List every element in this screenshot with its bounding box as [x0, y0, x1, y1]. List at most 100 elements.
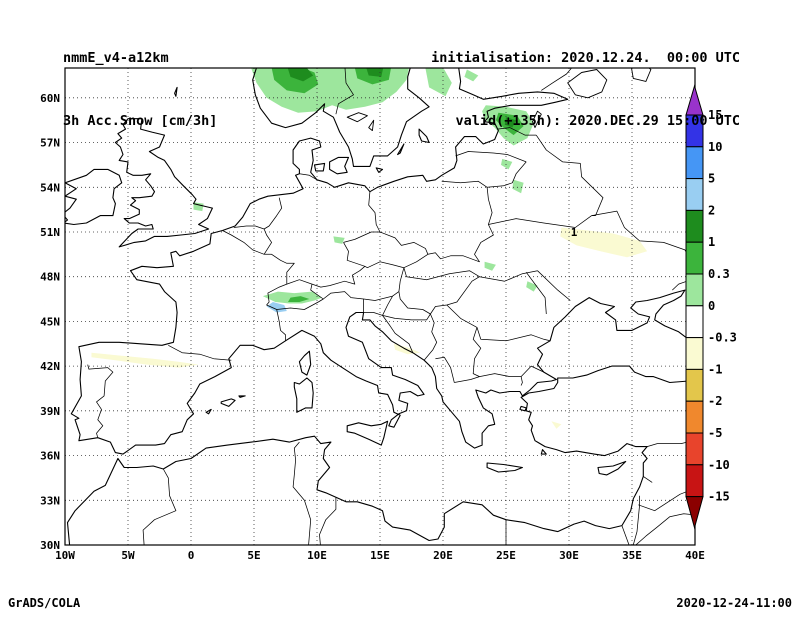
country-border — [343, 231, 429, 269]
y-axis-label: 60N — [40, 92, 60, 105]
colorbar: 15 10 5 2 1 0.3 0 -0.3 -1 -2 -5 -10 -15 — [685, 84, 737, 530]
lakes — [346, 68, 652, 132]
colorbar-arrow-bottom — [685, 496, 704, 530]
country-border — [382, 315, 414, 353]
country-border — [487, 161, 527, 188]
colorbar-label: 15 — [708, 108, 722, 122]
y-axis-label: 39N — [40, 405, 60, 418]
colorbar-label: 5 — [708, 172, 715, 186]
snow-shaded-patch — [266, 302, 287, 313]
coastline-cyprus — [597, 460, 627, 476]
coastline-menorca — [238, 395, 246, 398]
colorbar-label: -2 — [708, 394, 722, 408]
country-border — [497, 127, 537, 136]
grads-credit: GrADS/COLA — [8, 596, 81, 610]
country-border — [292, 441, 312, 545]
lake-onega — [631, 68, 652, 82]
country-border — [591, 210, 693, 291]
variable-title: 3h Acc.Snow [cm/3h] — [63, 113, 218, 129]
x-axis-label: 35E — [622, 549, 642, 562]
snow-shaded-patch — [501, 158, 513, 170]
snow-shaded-patch — [484, 261, 496, 271]
coastline-crete — [486, 462, 523, 473]
contour-label: 1 — [571, 226, 578, 239]
x-axis-label: 25E — [496, 549, 516, 562]
header-right: initialisation: 2020.12.24. 00:00 UTC va… — [431, 6, 740, 153]
lake-vanern — [346, 112, 368, 123]
coastline-oland — [397, 143, 405, 156]
colorbar-label: 0.3 — [708, 267, 730, 281]
colorbar-segment — [685, 241, 704, 275]
x-axis-label: 0 — [188, 549, 195, 562]
colorbar-segment — [685, 273, 704, 307]
colorbar-label: 2 — [708, 203, 715, 217]
country-border — [323, 291, 364, 313]
country-border — [541, 68, 573, 91]
colorbar-segment — [685, 464, 704, 498]
x-axis-label: 20E — [433, 549, 453, 562]
country-border — [311, 266, 366, 288]
coastline-zealand — [329, 156, 350, 175]
colorbar-label: -0.3 — [708, 331, 737, 345]
y-axis-label: 45N — [40, 315, 60, 328]
coastline-rhodes — [540, 449, 547, 455]
snow-shaded-patch — [551, 421, 562, 429]
creation-timestamp: 2020-12-24-11:00 — [676, 596, 792, 610]
coastline-funen — [313, 162, 326, 172]
colorbar-label: -10 — [708, 458, 730, 472]
country-border — [621, 525, 630, 545]
coastline-ireland — [65, 168, 123, 226]
coastline-corsica — [298, 350, 312, 376]
country-border — [335, 68, 354, 115]
colorbar-segment — [685, 337, 704, 370]
snow-shaded-patch — [287, 68, 314, 82]
country-border — [472, 327, 482, 377]
country-border — [319, 497, 337, 545]
colorbar-segment — [685, 432, 704, 466]
x-axis-label: 10W — [55, 549, 75, 562]
country-border — [398, 267, 480, 315]
colorbar-segment — [685, 209, 704, 243]
header-left: nmmE_v4-a12km 3h Acc.Snow [cm/3h] — [63, 6, 217, 153]
country-border — [363, 291, 400, 301]
y-axis-label: 42N — [40, 360, 60, 373]
x-axis-label: 15E — [370, 549, 390, 562]
country-border — [446, 304, 551, 342]
snow-shaded-patch — [288, 296, 310, 302]
snow-shaded-patch — [91, 352, 199, 368]
x-axis-label: 40E — [685, 549, 705, 562]
snow-shaded-patch — [464, 69, 479, 82]
country-border — [363, 295, 393, 316]
snow-shaded-patch — [526, 281, 538, 292]
coastline-gotland — [418, 128, 430, 144]
colorbar-label: 0 — [708, 299, 715, 313]
snow-shaded-patch — [560, 227, 648, 258]
colorbar-label: -5 — [708, 426, 722, 440]
y-axis-label: 57N — [40, 137, 60, 150]
colorbar-label: 1 — [708, 235, 715, 249]
snow-shaded-patch — [333, 236, 345, 244]
snow-shaded-patch — [393, 343, 421, 355]
country-border — [632, 495, 640, 545]
y-axis-label: 51N — [40, 226, 60, 239]
colorbar-label: 10 — [708, 140, 722, 154]
country-border — [382, 313, 431, 321]
colorbar-segment — [685, 400, 704, 434]
y-axis-label: 54N — [40, 181, 60, 194]
country-border — [368, 191, 381, 233]
snow-shaded-patch — [512, 179, 524, 194]
country-border — [435, 356, 455, 383]
model-title: nmmE_v4-a12km — [63, 50, 169, 66]
lake-ladoga — [567, 69, 608, 99]
snow-shaded-patch — [366, 68, 384, 77]
country-border — [142, 468, 177, 545]
snow-shaded-patch — [425, 68, 452, 97]
lake-peipus — [532, 110, 542, 129]
country-border — [222, 230, 295, 341]
y-axis-label: 30N — [40, 539, 60, 552]
x-axis-label: 5E — [247, 549, 260, 562]
coastline-europe-mainland — [70, 68, 695, 455]
coastline-scandinavia — [252, 68, 430, 167]
coastline-britain — [114, 118, 213, 248]
